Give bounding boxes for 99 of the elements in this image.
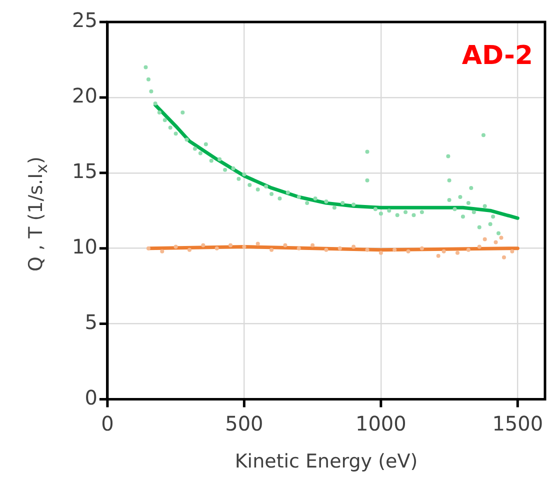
y-tick-label: 0 <box>84 385 98 410</box>
point <box>436 254 440 258</box>
point <box>223 168 228 172</box>
point <box>310 243 315 248</box>
point <box>286 190 290 194</box>
point <box>305 201 310 206</box>
point <box>466 248 470 252</box>
point <box>264 184 268 188</box>
x-tick-label: 1000 <box>355 411 406 436</box>
point <box>168 126 172 130</box>
point <box>477 244 482 249</box>
point <box>502 255 506 260</box>
point <box>469 186 474 190</box>
point <box>420 246 424 250</box>
point <box>378 250 383 255</box>
point <box>404 210 408 214</box>
point <box>365 150 370 154</box>
point <box>338 246 342 250</box>
point <box>466 201 470 206</box>
point <box>499 236 504 240</box>
point <box>510 249 514 254</box>
point <box>387 208 392 213</box>
point <box>406 249 410 254</box>
point <box>174 132 178 136</box>
x-axis-title: Kinetic Energy (eV) <box>234 450 418 473</box>
point <box>198 151 202 156</box>
point <box>352 244 356 249</box>
y-tick-label: 15 <box>72 159 98 184</box>
point <box>392 248 397 252</box>
point <box>256 187 260 192</box>
y-tick-label: 5 <box>84 310 98 334</box>
point <box>395 213 400 218</box>
point <box>460 214 465 219</box>
point <box>146 77 150 82</box>
point <box>160 249 164 254</box>
point <box>214 246 219 250</box>
point <box>324 248 328 252</box>
point <box>296 246 301 250</box>
point <box>378 212 383 216</box>
point <box>447 178 452 182</box>
point <box>146 246 150 250</box>
point <box>313 196 318 201</box>
point <box>482 204 487 208</box>
point <box>242 172 246 176</box>
point <box>270 248 274 252</box>
point <box>278 196 282 201</box>
point <box>447 198 452 202</box>
point <box>180 110 185 115</box>
point <box>332 206 336 210</box>
point <box>452 207 457 212</box>
point <box>373 207 378 212</box>
point <box>477 225 482 230</box>
point <box>174 244 178 249</box>
point <box>204 142 208 146</box>
point <box>472 210 476 214</box>
point <box>228 243 233 248</box>
point <box>283 243 288 248</box>
point <box>242 244 246 249</box>
y-tick-label: 10 <box>72 234 98 259</box>
point <box>218 157 222 162</box>
point <box>420 210 424 214</box>
point <box>209 158 214 163</box>
point <box>324 200 328 204</box>
point <box>144 65 148 70</box>
point <box>162 118 167 122</box>
point <box>365 248 370 252</box>
annotation: AD-2 <box>462 40 533 71</box>
point <box>412 213 416 218</box>
point <box>455 250 460 255</box>
y-tick-label: 20 <box>72 84 98 108</box>
point <box>231 166 236 170</box>
point <box>157 110 162 115</box>
point <box>270 192 274 196</box>
point <box>340 201 345 206</box>
point <box>496 231 501 236</box>
point <box>236 176 241 181</box>
point <box>458 195 462 200</box>
x-tick-label: 0 <box>101 411 114 436</box>
point <box>256 242 260 246</box>
point <box>488 222 492 226</box>
point <box>296 195 301 200</box>
point <box>149 89 154 94</box>
point <box>248 182 252 187</box>
point <box>187 248 192 252</box>
point <box>442 249 446 254</box>
point <box>153 101 158 106</box>
point <box>482 237 487 242</box>
x-tick-label: 1500 <box>492 411 544 436</box>
point <box>184 138 189 142</box>
point <box>201 243 206 248</box>
point <box>494 240 498 244</box>
y-tick-label: 25 <box>72 8 98 32</box>
point <box>365 178 370 182</box>
point <box>192 146 197 151</box>
point <box>481 133 486 138</box>
point <box>352 202 356 207</box>
point <box>491 214 496 219</box>
point <box>446 154 450 158</box>
x-tick-label: 500 <box>225 411 264 436</box>
